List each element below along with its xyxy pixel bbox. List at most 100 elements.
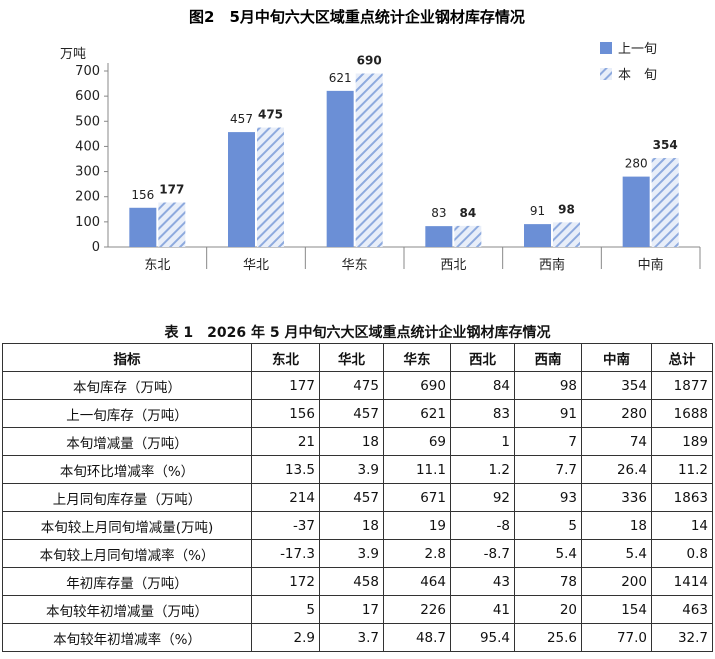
header-cell: 西北 xyxy=(450,343,515,372)
value-cell: 226 xyxy=(383,595,451,624)
value-cell: 177 xyxy=(251,371,320,400)
value-cell: 13.5 xyxy=(251,455,320,484)
table-title: 表 1 2026 年 5 月中旬六大区域重点统计企业钢材库存情况 xyxy=(164,325,551,341)
x-category-label: 华北 xyxy=(243,258,269,273)
legend-label-current: 本 旬 xyxy=(618,68,657,83)
value-cell: 74 xyxy=(581,427,652,456)
header-cell: 中南 xyxy=(581,343,652,372)
row-label-cell: 本旬环比增减率（%） xyxy=(2,455,252,484)
bar-previous-period xyxy=(524,224,551,247)
value-cell: 1414 xyxy=(651,567,713,596)
bar-current-period xyxy=(651,157,679,247)
row-label-cell: 本旬较年初增减量（万吨） xyxy=(2,595,252,624)
y-tick-label: 0 xyxy=(92,240,100,255)
value-cell: 43 xyxy=(450,567,515,596)
value-cell: 3.9 xyxy=(319,455,384,484)
y-tick-label: 300 xyxy=(75,165,100,180)
bar-value-label: 457 xyxy=(230,112,253,126)
value-cell: -37 xyxy=(251,511,320,540)
value-cell: 172 xyxy=(251,567,320,596)
value-cell: 20 xyxy=(514,595,582,624)
table-row: 本旬较上月同旬增减量(万吨) -37 18 19 -8 5 18 14 xyxy=(2,511,713,540)
table-row: 本旬较年初增减量（万吨） 5 17 226 41 20 154 463 xyxy=(2,595,713,624)
legend-label-previous: 上一旬 xyxy=(618,42,657,57)
y-axis-unit-label: 万吨 xyxy=(60,47,86,62)
value-cell: 1863 xyxy=(651,483,713,512)
value-cell: 5 xyxy=(514,511,582,540)
bars: 156 177 457 475 621 690 83 84 91 98 280 354 xyxy=(129,54,679,247)
bar-value-label: 354 xyxy=(653,138,678,152)
chart-title: 图2 5月中旬六大区域重点统计企业钢材库存情况 xyxy=(189,8,525,26)
bar-value-label: 98 xyxy=(558,202,575,216)
bar-previous-period xyxy=(425,226,453,247)
row-label-cell: 本旬较上月同旬增减量(万吨) xyxy=(2,511,252,540)
legend-swatch-current xyxy=(600,68,612,80)
value-cell: 11.1 xyxy=(383,455,451,484)
bar-value-label: 690 xyxy=(357,54,382,68)
legend: 上一旬 本 旬 xyxy=(600,42,657,83)
bar-value-label: 621 xyxy=(329,71,352,85)
bar-value-label: 156 xyxy=(131,188,154,202)
row-label-cell: 本旬较上月同旬增减率（%） xyxy=(2,539,252,568)
bar-value-label: 84 xyxy=(459,206,476,220)
value-cell: 17 xyxy=(319,595,384,624)
y-tick-label: 700 xyxy=(75,64,100,79)
value-cell: 690 xyxy=(383,371,451,400)
bar-previous-period xyxy=(228,132,255,247)
y-tick-label: 400 xyxy=(75,139,100,154)
y-tick-label: 600 xyxy=(75,89,100,104)
value-cell: 84 xyxy=(450,371,515,400)
value-cell: 458 xyxy=(319,567,384,596)
table-body: 本旬库存（万吨） 177 475 690 84 98 354 1877 上一旬库存（万吨） 156… xyxy=(2,371,713,652)
y-tick-label: 500 xyxy=(75,114,100,129)
header-cell: 华北 xyxy=(319,343,384,372)
value-cell: 5.4 xyxy=(514,539,582,568)
bar-current-period xyxy=(355,73,383,247)
row-label-cell: 本旬较年初增减率（%） xyxy=(2,623,252,652)
row-label-cell: 年初库存量（万吨） xyxy=(2,567,252,596)
row-label-cell: 上一旬库存（万吨） xyxy=(2,399,252,428)
bar-value-label: 280 xyxy=(625,157,648,171)
bar-value-label: 475 xyxy=(258,108,283,122)
x-category-label: 华东 xyxy=(342,258,368,273)
value-cell: 95.4 xyxy=(450,623,515,652)
value-cell: 18 xyxy=(319,427,384,456)
y-tick-label: 200 xyxy=(75,190,100,205)
value-cell: 18 xyxy=(581,511,652,540)
header-cell: 总计 xyxy=(651,343,713,372)
value-cell: 1688 xyxy=(651,399,713,428)
header-cell: 东北 xyxy=(251,343,320,372)
inventory-table: 指标 东北 华北 华东 西北 西南 中南 总计 本旬库存（万吨） 177 475 69… xyxy=(2,343,713,652)
value-cell: 1877 xyxy=(651,371,713,400)
value-cell: 7 xyxy=(514,427,582,456)
value-cell: 200 xyxy=(581,567,652,596)
value-cell: 5.4 xyxy=(581,539,652,568)
header-cell: 指标 xyxy=(2,343,252,372)
value-cell: 21 xyxy=(251,427,320,456)
bar-previous-period xyxy=(622,176,650,247)
x-category-label: 东北 xyxy=(144,258,170,273)
value-cell: 189 xyxy=(651,427,713,456)
value-cell: 93 xyxy=(514,483,582,512)
value-cell: 457 xyxy=(319,399,384,428)
bar-value-label: 91 xyxy=(530,204,545,218)
value-cell: 26.4 xyxy=(581,455,652,484)
value-cell: 19 xyxy=(383,511,451,540)
legend-swatch-previous xyxy=(600,42,612,54)
bar-chart: 图2 5月中旬六大区域重点统计企业钢材库存情况 万吨 0 100 200 300 400… xyxy=(60,8,701,273)
value-cell: 69 xyxy=(383,427,451,456)
value-cell: -8 xyxy=(450,511,515,540)
value-cell: 156 xyxy=(251,399,320,428)
table-header-row: 指标 东北 华北 华东 西北 西南 中南 总计 xyxy=(2,343,713,372)
value-cell: 91 xyxy=(514,399,582,428)
value-cell: 7.7 xyxy=(514,455,582,484)
value-cell: -8.7 xyxy=(450,539,515,568)
table-row: 本旬较上月同旬增减率（%） -17.3 3.9 2.8 -8.7 5.4 5.4 0.8 xyxy=(2,539,713,568)
bar-value-label: 177 xyxy=(159,182,184,196)
value-cell: 2.9 xyxy=(251,623,320,652)
x-category-label: 西北 xyxy=(440,258,466,273)
value-cell: 1 xyxy=(450,427,515,456)
value-cell: 154 xyxy=(581,595,652,624)
value-cell: 280 xyxy=(581,399,652,428)
value-cell: 14 xyxy=(651,511,713,540)
